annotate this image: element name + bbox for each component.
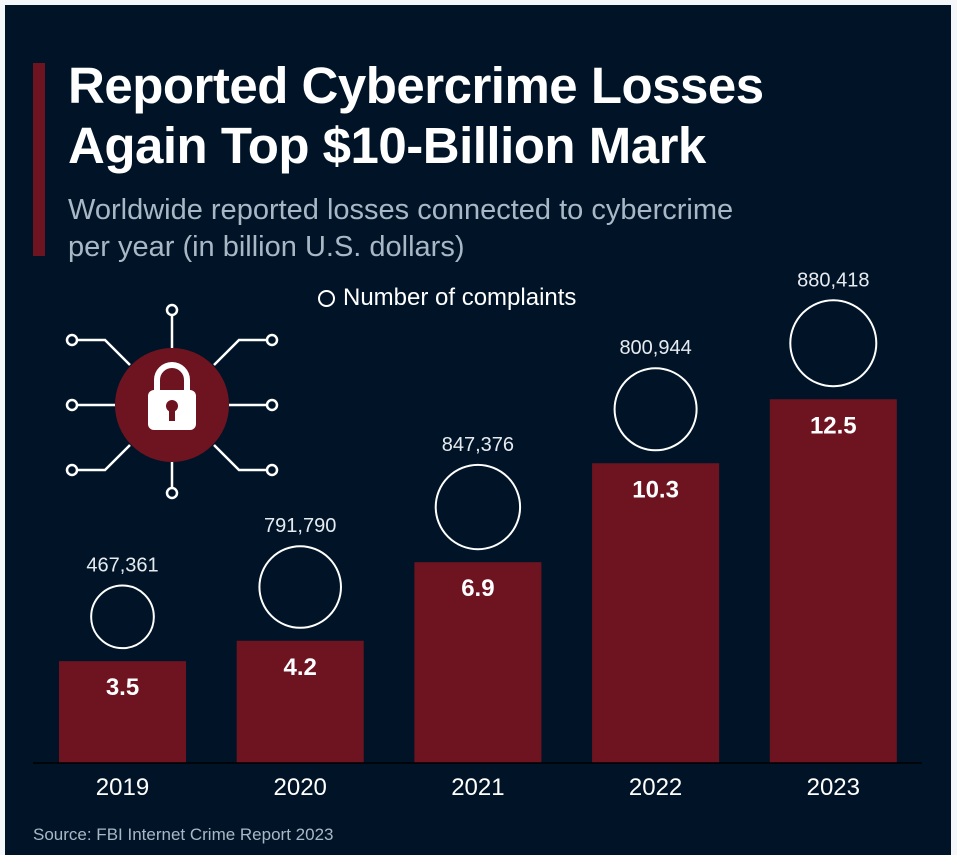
- complaints-label: 467,361: [86, 554, 158, 576]
- title-accent-bar: [33, 63, 45, 256]
- complaints-bubble: [90, 584, 155, 650]
- bar-value-label: 6.9: [461, 575, 494, 602]
- complaints-bubble: [789, 299, 878, 388]
- complaints-label: 791,790: [264, 515, 336, 537]
- chart-title: Reported Cybercrime Losses Again Top $10…: [68, 56, 764, 176]
- x-tick-label: 2023: [807, 774, 860, 801]
- bar-2021: [414, 562, 542, 763]
- complaints-bubble: [613, 367, 698, 452]
- bar-2023: [769, 399, 897, 763]
- complaints-label: 800,944: [619, 337, 691, 359]
- bar-2022: [592, 463, 720, 763]
- complaints-label: 847,376: [442, 434, 514, 456]
- x-tick-label: 2020: [274, 774, 327, 801]
- bar-value-label: 10.3: [632, 476, 679, 503]
- bar-value-label: 12.5: [810, 412, 857, 439]
- complaints-bubble: [434, 463, 522, 551]
- chart-subtitle: Worldwide reported losses connected to c…: [68, 192, 733, 266]
- source-note: Source: FBI Internet Crime Report 2023: [33, 825, 334, 844]
- subtitle-line-2: per year (in billion U.S. dollars): [68, 231, 465, 263]
- subtitle-line-1: Worldwide reported losses connected to c…: [68, 194, 734, 226]
- bar-2020: [236, 640, 364, 763]
- complaints-bubble: [258, 545, 342, 629]
- x-tick-label: 2022: [629, 774, 682, 801]
- title-line-1: Reported Cybercrime Losses: [68, 57, 764, 114]
- title-line-2: Again Top $10-Billion Mark: [68, 117, 706, 174]
- bar-value-label: 3.5: [106, 674, 139, 701]
- bar-2019: [59, 661, 186, 763]
- x-tick-label: 2021: [451, 774, 504, 801]
- x-tick-label: 2019: [96, 774, 149, 801]
- legend: Number of complaints: [318, 284, 576, 312]
- bar-value-label: 4.2: [284, 654, 317, 681]
- padlock-circuit-icon: [65, 303, 279, 500]
- complaints-label: 880,418: [797, 269, 869, 291]
- legend-label: Number of complaints: [343, 284, 577, 311]
- legend-circle-icon: [318, 289, 335, 307]
